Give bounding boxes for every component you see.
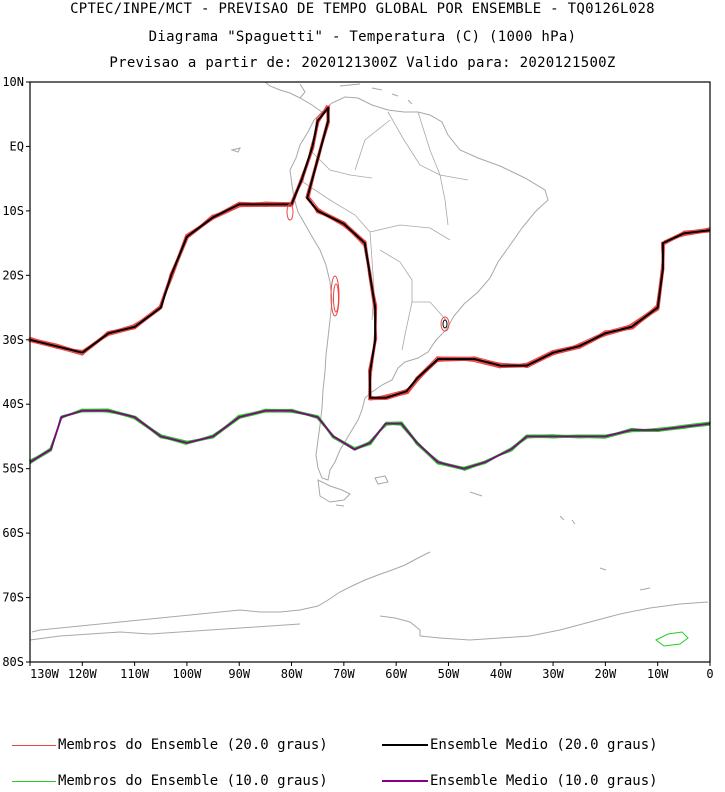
lat-label: 10N [2,75,24,89]
coastline-galapagos [230,147,241,153]
isotherm-20-layer [28,104,711,401]
ensemble-mean-20-line [29,106,711,399]
contour-small-10-antarctica [655,631,689,647]
lon-label: 130W [30,667,60,681]
ensemble-member-10-line [29,409,710,471]
lat-label: 70S [2,591,24,605]
isotherm-10-layer [28,408,711,471]
ensemble-member-20-line [30,105,709,399]
contour-small-20-chile-1 [330,275,340,317]
lon-label: 30W [542,667,564,681]
map-frame [29,81,711,663]
small-contours [286,203,689,647]
ensemble-member-20-line [29,108,710,399]
legend-members-10: Membros do Ensemble (10.0 graus) [12,771,328,791]
lon-label: 10W [647,667,669,681]
coastline-weddell [379,615,421,636]
legend-members-20: Membros do Ensemble (20.0 graus) [12,735,328,755]
legend-label: Membros do Ensemble (20.0 graus) [58,737,328,753]
ensemble-member-20-line [30,107,710,400]
header-title-line-1: CPTEC/INPE/MCT - PREVISAO DE TEMPO GLOBA… [70,1,655,17]
legend-swatch-green [12,780,56,782]
coastline-south-america [289,96,549,481]
ensemble-member-20-line [30,108,710,401]
lon-label: 90W [228,667,250,681]
lon-label: 0 [706,667,713,681]
legend-swatch-black [382,744,428,746]
axis-ticks [26,81,711,666]
coastline-layer [29,81,709,641]
lat-label: 40S [2,397,24,411]
ensemble-member-20-line [28,104,709,401]
ensemble-member-20-line [29,106,710,401]
coastline-caribbean [339,83,413,105]
lon-label: 80W [281,667,303,681]
lon-label: 50W [438,667,460,681]
ensemble-member-20-line [29,109,710,400]
lon-label: 100W [172,667,202,681]
legend-mean-10: Ensemble Medio (10.0 graus) [382,771,658,791]
header-title-line-3: Previsao a partir de: 2020121300Z Valido… [109,55,616,71]
contour-small-20-chile-2 [333,283,339,313]
coastline-ice-shelf [29,623,301,641]
contour-small-20-peru [286,203,294,221]
lon-label: 20W [595,667,617,681]
coastline-tierra-del-fuego [317,479,351,507]
ensemble-member-20-line [28,107,711,400]
coastline-falklands [374,475,389,485]
coastline-antarctic-peninsula [31,551,431,633]
lat-label: 60S [2,526,24,540]
legend-label: Membros do Ensemble (10.0 graus) [58,773,328,789]
lon-label: 110W [120,667,150,681]
ensemble-member-20-line [30,108,709,401]
ensemble-member-20-line [31,108,711,399]
ensemble-member-20-line [29,109,709,400]
contour-small-20-brazil-2 [442,319,448,329]
lon-label: 120W [68,667,98,681]
legend-swatch-red [12,744,56,746]
legend-swatch-purple [382,780,428,782]
lat-label: 20S [2,268,24,282]
lon-label: 40W [490,667,512,681]
ensemble-member-20-line [31,104,710,400]
ensemble-mean-10-line [29,409,711,470]
ensemble-member-20-line [31,106,711,399]
coastline-central-america [264,81,323,113]
lon-label: 60W [385,667,407,681]
coastline-antarctica-east [419,601,709,641]
coastline-south-georgia [469,491,483,497]
lat-label: 80S [2,655,24,669]
lat-label: 10S [2,204,24,218]
lat-label: 50S [2,462,24,476]
legend-label: Ensemble Medio (20.0 graus) [430,737,658,753]
legend-label: Ensemble Medio (10.0 graus) [430,773,658,789]
border-lines [299,111,469,351]
lon-label: 70W [333,667,355,681]
ensemble-member-10-line [29,409,711,469]
lat-label: 30S [2,333,24,347]
legend-mean-20: Ensemble Medio (20.0 graus) [382,735,658,755]
coastline-islands-south [559,515,651,591]
longitude-labels: 130W 120W 110W 100W 90W 80W 70W 60W 50W 40W 30W 20W… [30,667,714,681]
ensemble-member-10-line [28,409,710,470]
lat-label: EQ [10,139,24,153]
ensemble-member-20-line [30,105,710,401]
header-title-line-2: Diagrama "Spaguetti" - Temperatura (C) (… [148,29,577,45]
latitude-labels: 10N EQ 10S 20S 30S 40S 50S 60S 70S 80S [2,75,24,669]
contour-small-20-brazil [440,316,450,332]
ensemble-member-20-line [28,106,711,400]
